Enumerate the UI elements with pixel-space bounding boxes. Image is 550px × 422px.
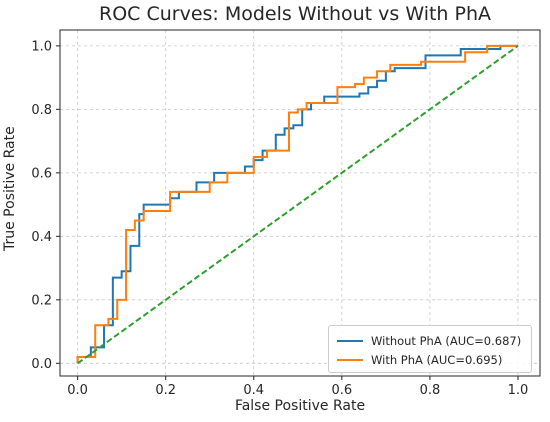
y-tick-label: 0.0 [31, 357, 52, 372]
roc-line-with-pha [76, 44, 518, 364]
series-layer [76, 44, 519, 365]
y-tick-label: 0.2 [31, 293, 52, 308]
plot-frame [59, 29, 541, 377]
y-tick-label: 0.8 [31, 103, 52, 118]
x-tick-label: 0.0 [67, 383, 88, 398]
y-axis-label: True Positive Rate [2, 126, 18, 251]
y-tick-label: 1.0 [31, 39, 52, 54]
x-tick-label: 0.8 [420, 383, 441, 398]
x-tick-label: 0.4 [243, 383, 264, 398]
tick-layer: 0.0 0.2 0.4 0.6 0.8 1.0 0.0 0.2 0.4 0.6 0.8 1.0 [31, 39, 528, 398]
x-tick-label: 1.0 [508, 383, 529, 398]
x-tick-label: 0.6 [331, 383, 352, 398]
legend-swatch-with-pha [337, 359, 363, 361]
legend-swatch-without-pha [337, 340, 363, 342]
y-tick-label: 0.6 [31, 166, 52, 181]
y-tick-label: 0.4 [31, 230, 52, 245]
chance-diagonal-line [77, 45, 519, 365]
legend-label-without-pha: Without PhA (AUC=0.687) [371, 334, 522, 348]
legend: Without PhA (AUC=0.687) With PhA (AUC=0.… [328, 325, 532, 373]
chart-title: ROC Curves: Models Without vs With PhA [99, 3, 491, 25]
axes-layer [59, 29, 541, 377]
legend-label-with-pha: With PhA (AUC=0.695) [371, 353, 503, 367]
x-tick-label: 0.2 [155, 383, 176, 398]
x-axis-label: False Positive Rate [234, 398, 366, 414]
